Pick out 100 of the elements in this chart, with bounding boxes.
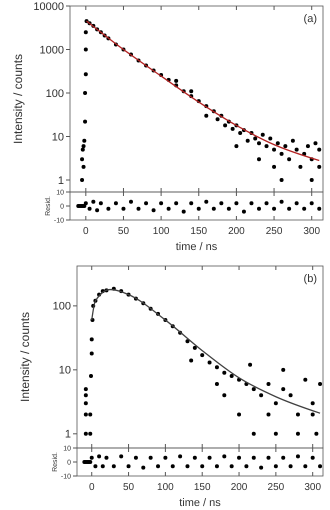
- point: [296, 454, 300, 458]
- point: [88, 412, 92, 417]
- x-tick-label: 300: [304, 482, 322, 493]
- point: [274, 464, 278, 468]
- point: [234, 201, 238, 206]
- point: [192, 346, 197, 350]
- point: [84, 401, 88, 406]
- point: [230, 374, 234, 378]
- point: [274, 401, 278, 406]
- x-tick-label: 100: [157, 482, 174, 493]
- point: [112, 464, 116, 468]
- point: [244, 464, 248, 468]
- y-tick-label: 100: [46, 88, 64, 100]
- point: [185, 464, 190, 468]
- x-axis-title: time / ns: [176, 241, 218, 253]
- point: [237, 412, 242, 417]
- point: [88, 206, 92, 211]
- point: [156, 464, 160, 468]
- point: [84, 393, 88, 398]
- point: [166, 206, 171, 211]
- point: [281, 387, 286, 392]
- point: [266, 412, 270, 417]
- point: [204, 200, 208, 204]
- x-tick-label: 200: [228, 226, 246, 237]
- x-tick-label: 50: [122, 482, 135, 493]
- point: [170, 464, 175, 468]
- point: [182, 210, 186, 214]
- point: [303, 378, 308, 382]
- point: [152, 208, 156, 212]
- point: [88, 374, 93, 378]
- point: [95, 208, 100, 212]
- point: [288, 393, 293, 398]
- point: [174, 201, 178, 206]
- point: [97, 454, 102, 458]
- point: [189, 358, 194, 362]
- point: [185, 339, 190, 344]
- point: [98, 201, 103, 206]
- point: [141, 466, 146, 470]
- point: [249, 201, 254, 206]
- point: [296, 412, 300, 417]
- y-tick-label: 100: [52, 300, 71, 313]
- point: [136, 206, 141, 211]
- point: [252, 456, 256, 460]
- point: [310, 412, 315, 417]
- point: [259, 393, 264, 398]
- point: [192, 456, 197, 460]
- point: [287, 206, 292, 211]
- x-tick-label: 200: [230, 482, 248, 493]
- point: [88, 432, 92, 436]
- point: [178, 454, 182, 458]
- y-tick-label: 10000: [33, 0, 64, 13]
- x-tick-label: 0: [83, 226, 90, 237]
- point: [230, 464, 234, 468]
- x-tick-label: 250: [268, 482, 285, 493]
- point: [214, 382, 219, 386]
- line-series: [91, 288, 321, 414]
- point: [248, 362, 252, 367]
- x-axis-title: time / ns: [179, 497, 222, 509]
- y-tick-label: 1: [64, 428, 71, 441]
- point: [237, 456, 242, 460]
- y-tick-label: 10: [58, 364, 71, 377]
- x-tick-label: 300: [303, 226, 320, 237]
- point: [90, 352, 94, 356]
- y-axis-title: Intensity / counts: [18, 312, 32, 402]
- point: [128, 200, 133, 204]
- point: [200, 464, 204, 468]
- point: [222, 393, 226, 398]
- point: [214, 365, 219, 370]
- x-tick-label: 250: [266, 226, 283, 237]
- point: [106, 206, 110, 211]
- point: [212, 206, 216, 211]
- point: [84, 387, 88, 392]
- point: [84, 412, 88, 417]
- y-tick-label: 1000: [40, 44, 64, 56]
- point: [310, 201, 314, 206]
- point: [266, 456, 270, 460]
- point: [93, 464, 98, 468]
- point: [310, 456, 315, 460]
- point: [317, 206, 322, 211]
- x-tick-label: 150: [194, 482, 211, 493]
- point: [84, 201, 88, 206]
- x-tick-label: 50: [118, 226, 130, 237]
- point: [222, 454, 226, 458]
- point: [126, 464, 131, 468]
- y-axis-title: Intensity / counts: [11, 54, 25, 144]
- point: [318, 464, 322, 468]
- point: [303, 464, 308, 468]
- x-tick-label: 0: [88, 482, 95, 493]
- point: [91, 200, 96, 204]
- point: [252, 432, 256, 436]
- point: [200, 353, 204, 358]
- point: [208, 360, 212, 365]
- point: [219, 201, 224, 206]
- annotation: (a): [304, 13, 317, 25]
- point: [121, 206, 126, 211]
- point: [163, 456, 168, 460]
- point: [226, 206, 231, 211]
- point: [222, 370, 226, 375]
- point: [264, 201, 269, 206]
- x-tick-label: 100: [152, 226, 170, 237]
